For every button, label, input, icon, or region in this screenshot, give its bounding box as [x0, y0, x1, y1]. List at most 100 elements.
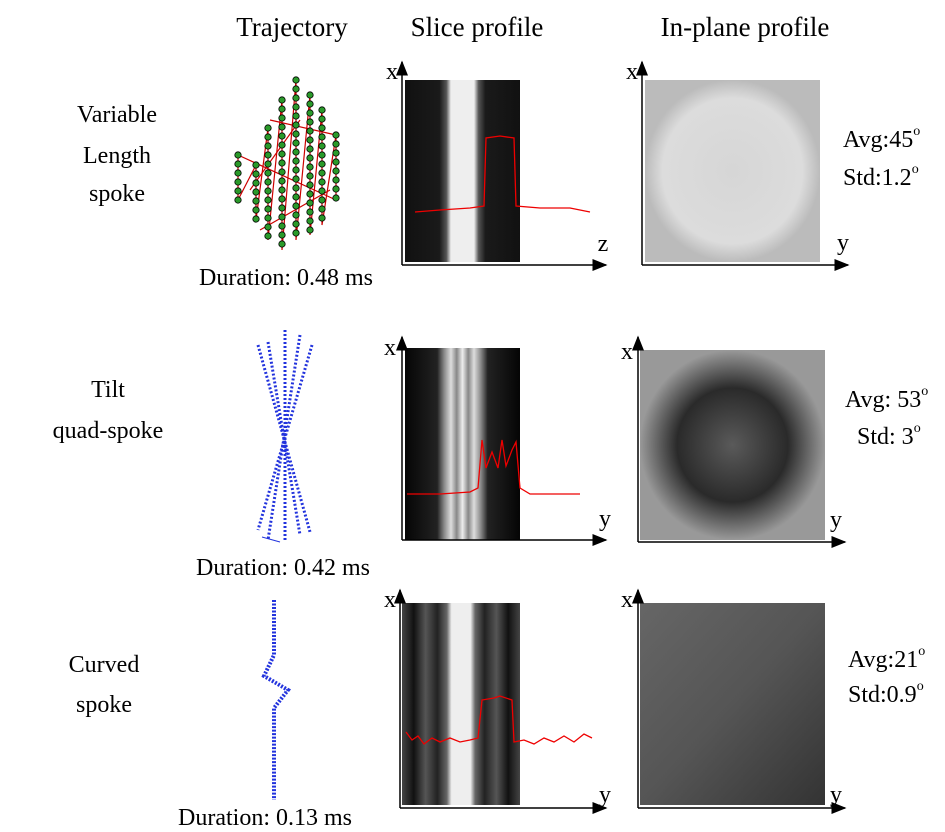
trajectory-point [319, 143, 325, 149]
trajectory-point [279, 97, 285, 103]
trajectory-point [279, 232, 285, 238]
trajectory-point [265, 161, 271, 167]
trajectory-point [235, 179, 241, 185]
trajectory-point [265, 170, 271, 176]
std-label: Std: 3o [857, 421, 921, 451]
trajectory-point [307, 209, 313, 215]
trajectory-point [279, 178, 285, 184]
row-label: Length [83, 143, 151, 169]
trajectory-point [319, 215, 325, 221]
trajectory-point [293, 212, 299, 218]
axis-label: x [621, 587, 633, 613]
trajectory-point [293, 113, 299, 119]
trajectory-point [319, 152, 325, 158]
trajectory-point [293, 104, 299, 110]
trajectory-point [319, 197, 325, 203]
row-label: spoke [76, 692, 132, 718]
trajectory-point [279, 106, 285, 112]
avg-label: Avg:21o [848, 644, 925, 674]
axis-label: y [830, 507, 842, 533]
axis-label: x [386, 59, 398, 85]
axis-label: x [626, 59, 638, 85]
trajectory-point [293, 221, 299, 227]
std-label: Std:0.9o [848, 679, 924, 709]
trajectory-point [279, 214, 285, 220]
trajectory-point [307, 191, 313, 197]
axis-label: y [599, 782, 611, 808]
trajectory-point [293, 194, 299, 200]
trajectory-point [235, 197, 241, 203]
trajectory-point [333, 186, 339, 192]
trajectory-point [307, 137, 313, 143]
trajectory-point [333, 195, 339, 201]
trajectory-point [307, 182, 313, 188]
trajectory-point [333, 141, 339, 147]
trajectory-point [319, 170, 325, 176]
trajectory-point [293, 122, 299, 128]
trajectory-point [279, 115, 285, 121]
trajectory-point [235, 152, 241, 158]
trajectory-point [293, 230, 299, 236]
axis-label: x [621, 339, 633, 365]
axis-label: x [384, 335, 396, 361]
trajectory-point [265, 206, 271, 212]
trajectory-point [293, 176, 299, 182]
column-header: In-plane profile [661, 12, 830, 42]
trajectory-point [307, 101, 313, 107]
trajectory-point [235, 161, 241, 167]
trajectory-point [279, 223, 285, 229]
trajectory-point [333, 177, 339, 183]
trajectory-point [307, 119, 313, 125]
trajectory-point [265, 125, 271, 131]
axis-label: y [599, 506, 611, 532]
trajectory-point [293, 131, 299, 137]
trajectory [258, 330, 312, 540]
trajectory-point [253, 216, 259, 222]
duration: Duration: 0.48 ms [199, 265, 373, 291]
trajectory-point [293, 140, 299, 146]
trajectory-point [307, 164, 313, 170]
row-label: quad-spoke [53, 418, 164, 444]
trajectory-point [333, 159, 339, 165]
slice-image [405, 80, 520, 262]
trajectory-point [307, 146, 313, 152]
trajectory-point [265, 224, 271, 230]
trajectory-point [279, 187, 285, 193]
trajectory-point [279, 124, 285, 130]
axis-label: y [837, 230, 849, 256]
column-header: Trajectory [236, 12, 348, 42]
trajectory-point [279, 151, 285, 157]
trajectory-point [279, 196, 285, 202]
row-label: Tilt [91, 377, 125, 403]
trajectory-points [235, 77, 339, 247]
trajectory-point [253, 189, 259, 195]
duration: Duration: 0.42 ms [196, 555, 370, 581]
trajectory-point [279, 169, 285, 175]
trajectory-point [319, 179, 325, 185]
trajectory [264, 600, 288, 800]
trajectory-point [265, 143, 271, 149]
trajectory-point [279, 142, 285, 148]
trajectory-point [293, 77, 299, 83]
trajectory-point [265, 233, 271, 239]
row-label: Variable [77, 102, 157, 128]
trajectory-point [307, 155, 313, 161]
trajectory-point [265, 215, 271, 221]
trajectory-point [307, 92, 313, 98]
trajectory-point [293, 203, 299, 209]
trajectory-point [265, 152, 271, 158]
avg-label: Avg: 53o [845, 384, 928, 414]
trajectory-point [319, 116, 325, 122]
trajectory-point [265, 179, 271, 185]
axis-label: z [598, 231, 609, 257]
trajectory-point [293, 86, 299, 92]
trajectory-point [319, 188, 325, 194]
trajectory-point [265, 197, 271, 203]
slice-image [402, 603, 520, 805]
figure: Trajectory Slice profile In-plane profil… [0, 0, 945, 832]
avg-label: Avg:45o [843, 124, 920, 154]
trajectory-segment [262, 537, 280, 542]
trajectory-point [319, 161, 325, 167]
trajectory-point [253, 162, 259, 168]
trajectory-point [235, 170, 241, 176]
